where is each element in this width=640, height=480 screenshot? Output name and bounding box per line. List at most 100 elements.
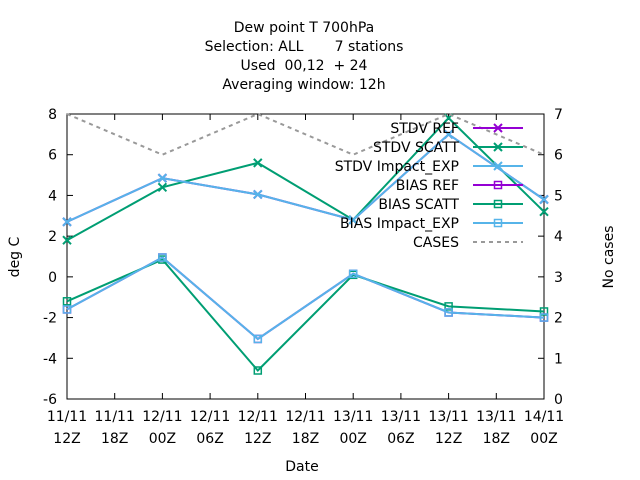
x-axis-label: Date xyxy=(285,459,318,475)
series xyxy=(62,253,549,344)
x-tick-label-hour: 00Z xyxy=(149,431,176,447)
data-point xyxy=(443,129,454,140)
data-point xyxy=(444,308,453,317)
legend-entry: STDV Impact_EXP xyxy=(335,159,523,175)
data-point xyxy=(253,334,263,344)
x-tick-label-hour: 12Z xyxy=(435,431,462,447)
legend-entry: BIAS REF xyxy=(396,178,523,194)
y2-tick-label: 1 xyxy=(554,351,563,367)
data-point xyxy=(348,269,358,279)
series xyxy=(66,112,545,156)
series xyxy=(62,253,549,344)
x-tick-label-date: 12/11 xyxy=(238,409,278,425)
x-tick-label-date: 12/11 xyxy=(142,409,182,425)
x-tick-label-date: 11/11 xyxy=(47,409,87,425)
y-tick-label: 4 xyxy=(48,188,57,204)
x-tick-label-hour: 06Z xyxy=(196,431,223,447)
chart-title-line: Selection: ALL 7 stations xyxy=(205,39,404,55)
y2-tick-label: 5 xyxy=(554,188,563,204)
data-point xyxy=(493,123,503,133)
chart-title-line: Dew point T 700hPa xyxy=(234,20,374,36)
x-tick-label-hour: 18Z xyxy=(101,431,128,447)
legend-entry: BIAS SCATT xyxy=(378,197,523,213)
data-point xyxy=(493,142,503,152)
series-line xyxy=(66,116,545,242)
x-tick-label-date: 13/11 xyxy=(333,409,373,425)
x-tick-label-hour: 18Z xyxy=(483,431,510,447)
series-line xyxy=(66,133,545,223)
chart-axes: -6 -4 -2 0 2 4 6 8 0 1 2 3 4 5 6 7 11/11 12Z 11/11 18Z 12/11… xyxy=(43,107,564,447)
data-point xyxy=(62,217,72,227)
x-tick-label-date: 13/11 xyxy=(381,409,421,425)
x-tick-label-date: 14/11 xyxy=(524,409,564,425)
legend-entry: STDV REF xyxy=(390,121,523,137)
series xyxy=(62,113,549,245)
chart-title-line: Used 00,12 + 24 xyxy=(241,58,368,74)
x-tick-label-date: 12/11 xyxy=(285,409,325,425)
x-tick-label-hour: 12Z xyxy=(244,431,271,447)
data-point xyxy=(539,307,549,316)
y2-tick-label: 7 xyxy=(554,107,563,123)
legend-label: STDV SCATT xyxy=(373,140,459,156)
data-point xyxy=(493,218,503,228)
series-line xyxy=(66,256,545,341)
chart-legend: STDV REF STDV SCATT STDV Impact_EXP BIAS RE… xyxy=(335,121,523,251)
legend-label: STDV Impact_EXP xyxy=(335,159,459,175)
y-tick-label: 0 xyxy=(48,270,57,286)
x-tick-label-hour: 18Z xyxy=(292,431,319,447)
x-tick-label-date: 13/11 xyxy=(476,409,516,425)
chart-series xyxy=(62,112,549,375)
chart-title-line: Averaging window: 12h xyxy=(222,77,385,93)
y2-axis-label: No cases xyxy=(601,226,617,289)
legend-entry: CASES xyxy=(413,235,523,251)
x-tick-label-hour: 00Z xyxy=(339,431,366,447)
data-point xyxy=(157,182,168,192)
data-point xyxy=(493,161,503,171)
y-tick-label: -2 xyxy=(43,311,57,327)
data-point xyxy=(62,305,72,314)
data-point xyxy=(62,297,72,306)
series xyxy=(62,255,549,375)
series-line xyxy=(66,133,545,223)
plot-frame xyxy=(66,113,545,400)
y-tick-label: -6 xyxy=(43,392,57,408)
data-point xyxy=(493,180,503,190)
y-tick-label: 8 xyxy=(48,107,57,123)
x-tick-label-hour: 06Z xyxy=(387,431,414,447)
data-point xyxy=(539,194,549,205)
y-tick-label: -4 xyxy=(43,351,57,367)
data-point xyxy=(253,189,263,200)
x-tick-label-hour: 12Z xyxy=(53,431,80,447)
y-tick-label: 6 xyxy=(48,148,57,164)
legend-label: STDV REF xyxy=(390,121,459,137)
data-point xyxy=(62,235,72,245)
x-tick-label-date: 12/11 xyxy=(190,409,230,425)
x-tick-label-date: 13/11 xyxy=(428,409,468,425)
data-point xyxy=(493,199,503,209)
x-tick-label-hour: 00Z xyxy=(530,431,557,447)
data-point xyxy=(157,173,168,183)
legend-entry: BIAS Impact_EXP xyxy=(340,216,523,232)
y2-tick-label: 3 xyxy=(554,270,563,286)
series-line xyxy=(66,112,545,156)
y2-tick-label: 6 xyxy=(554,148,563,164)
y-tick-label: 2 xyxy=(48,229,57,245)
y2-tick-label: 0 xyxy=(554,392,563,408)
data-point xyxy=(253,158,263,168)
data-point xyxy=(158,253,167,262)
chart-title: Dew point T 700hPa Selection: ALL 7 stati… xyxy=(205,20,404,93)
y2-tick-label: 2 xyxy=(554,311,563,327)
legend-label: BIAS Impact_EXP xyxy=(340,216,459,232)
data-point xyxy=(253,366,263,375)
x-tick-label-date: 11/11 xyxy=(95,409,135,425)
series xyxy=(62,129,549,227)
legend-label: CASES xyxy=(413,235,459,251)
y2-tick-label: 4 xyxy=(554,229,563,245)
legend-entry: STDV SCATT xyxy=(373,140,523,156)
legend-label: BIAS REF xyxy=(396,178,459,194)
series-line xyxy=(66,258,545,372)
data-point xyxy=(444,302,453,311)
legend-label: BIAS SCATT xyxy=(378,197,459,213)
data-point xyxy=(539,207,549,217)
